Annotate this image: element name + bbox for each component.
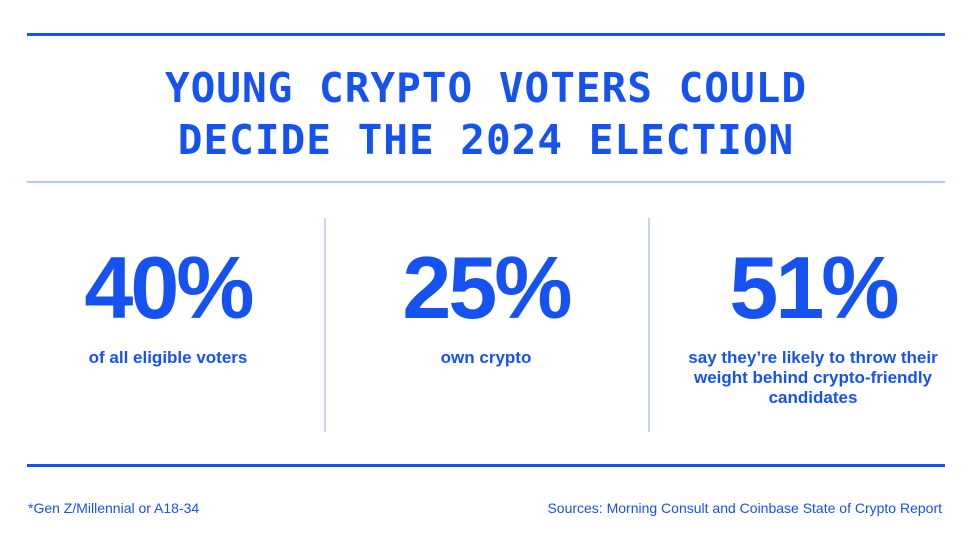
stat-value: 51% [729,238,899,337]
stat-label: say they’re likely to throw their weight… [688,348,938,407]
stat-label: of all eligible voters [88,348,248,367]
headline-line-1: YOUNG CRYPTO VOTERS COULD [164,64,808,112]
middle-rule [27,181,945,183]
headline-line-2: DECIDE THE 2024 ELECTION [177,116,795,164]
stat-divider [648,218,650,432]
stat-crypto-friendly: 51% say they’re likely to throw their we… [663,218,963,408]
stat-own-crypto: 25% own crypto [336,218,636,368]
stats-row: 40% of all eligible voters 25% own crypt… [0,218,972,432]
stat-eligible-voters: 40% of all eligible voters [18,218,318,368]
stat-divider [324,218,326,432]
headline: YOUNG CRYPTO VOTERS COULD DECIDE THE 202… [0,62,972,166]
stat-label: own crypto [440,348,532,367]
top-rule [27,33,945,36]
bottom-rule [27,464,945,467]
footnote: *Gen Z/Millennial or A18-34 [28,500,200,516]
sources-note: Sources: Morning Consult and Coinbase St… [547,500,942,516]
stat-value: 25% [402,238,572,337]
stat-value: 40% [84,238,254,337]
